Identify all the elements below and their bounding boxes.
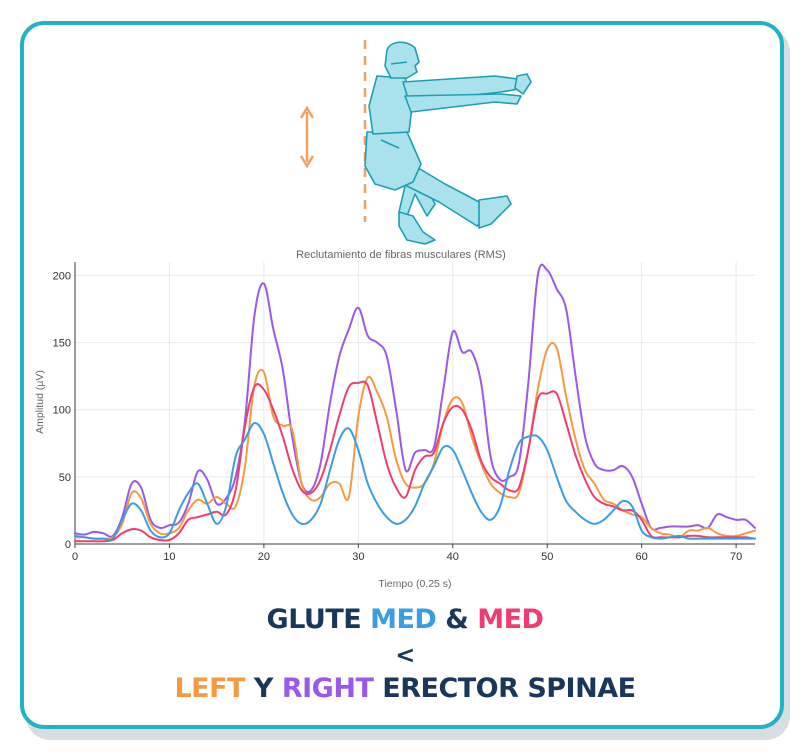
x-tick-label: 20 — [258, 551, 270, 563]
y-tick-labels: 0 50 100 150 200 — [53, 270, 71, 551]
y-tick-label: 0 — [65, 539, 71, 551]
x-tick-label: 50 — [541, 551, 553, 563]
vertical-double-arrow-icon — [299, 105, 315, 169]
series-line-blue — [74, 422, 756, 542]
y-tick-label: 50 — [59, 472, 71, 484]
series-line-orange — [74, 342, 756, 540]
x-tick-label: 60 — [636, 551, 648, 563]
x-tick-label: 40 — [447, 551, 459, 563]
caption-less-than: < — [395, 641, 415, 669]
athlete-figure — [364, 41, 532, 245]
caption-line-3: LEFT Y RIGHT ERECTOR SPINAE — [0, 673, 810, 704]
caption-right: RIGHT — [281, 673, 374, 704]
y-axis-label: Amplitud (µV) — [34, 370, 46, 434]
caption-med-pink: MED — [477, 604, 544, 635]
caption-glute: GLUTE — [266, 604, 371, 635]
caption-ampersand: & — [436, 604, 478, 635]
y-tick-label: 150 — [53, 338, 71, 350]
caption-left: LEFT — [174, 673, 245, 704]
chart-series — [74, 263, 756, 543]
x-axis-label: Tiempo (0.25 s) — [378, 578, 451, 590]
series-line-purple — [74, 263, 756, 538]
y-tick-label: 200 — [53, 270, 71, 282]
caption-erector-spinae: ERECTOR SPINAE — [373, 673, 636, 704]
x-tick-label: 70 — [730, 551, 742, 563]
caption-y: Y — [244, 673, 282, 704]
chart-title: Reclutamiento de fibras musculares (RMS) — [296, 249, 506, 261]
caption-line-1: GLUTE MED & MED — [0, 604, 810, 635]
x-tick-labels: 0 10 20 30 40 50 60 70 — [72, 551, 742, 563]
series-line-pink — [74, 380, 756, 543]
caption-med-blue: MED — [370, 604, 437, 635]
x-tick-label: 30 — [352, 551, 364, 563]
caption-line-2: < — [0, 641, 810, 669]
x-tick-label: 0 — [72, 551, 78, 563]
x-tick-label: 10 — [163, 551, 175, 563]
y-tick-label: 100 — [53, 405, 71, 417]
single-leg-squat-figure-icon — [299, 40, 532, 245]
